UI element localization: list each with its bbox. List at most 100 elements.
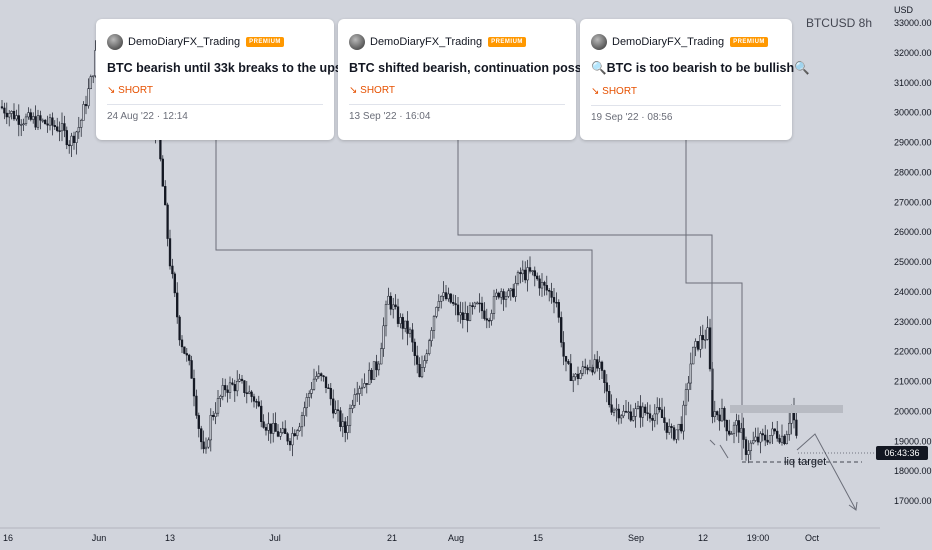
- candle-body: [543, 282, 546, 286]
- candle-body: [58, 130, 61, 132]
- candle-body: [651, 418, 654, 421]
- candle-body: [555, 301, 558, 304]
- small-arrow: [709, 439, 716, 446]
- idea-card-1[interactable]: DemoDiaryFX_Trading PREMIUM BTC bearish …: [96, 19, 360, 140]
- card-divider: [107, 104, 323, 105]
- price-axis-label: 22000.00: [894, 347, 932, 357]
- candle-body: [581, 366, 584, 374]
- author-avatar[interactable]: [349, 34, 365, 50]
- author-avatar[interactable]: [107, 34, 123, 50]
- candle-body: [312, 378, 316, 390]
- candle-body: [418, 364, 421, 378]
- author-name[interactable]: DemoDiaryFX_Trading: [612, 36, 725, 48]
- candle-body: [341, 421, 344, 427]
- candle-body: [538, 278, 541, 289]
- candle-body: [372, 361, 376, 380]
- candle-body: [180, 339, 184, 348]
- candle-body: [197, 415, 200, 429]
- candle-body: [713, 411, 716, 418]
- candle-body: [531, 270, 534, 272]
- candle-body: [728, 430, 731, 435]
- candle-body: [396, 306, 400, 324]
- candle-body: [502, 291, 505, 300]
- candle-body: [480, 302, 484, 312]
- candle-body: [466, 313, 469, 321]
- candle-body: [368, 369, 371, 385]
- candle-body: [545, 285, 548, 291]
- candle-body: [327, 387, 330, 389]
- time-axis-label: 16: [3, 533, 13, 543]
- candle-body: [548, 290, 551, 292]
- candle-body: [756, 436, 760, 443]
- candle-body: [579, 373, 582, 379]
- candle-body: [178, 316, 181, 341]
- candle-body: [358, 388, 361, 394]
- candle-body: [430, 330, 433, 342]
- candle-body: [444, 292, 448, 300]
- candle-body: [754, 436, 757, 441]
- idea-title[interactable]: BTC bearish until 33k breaks to the upsi…: [107, 61, 360, 75]
- author-avatar[interactable]: [591, 34, 607, 50]
- liq-target-label: liq target: [784, 456, 827, 468]
- candle-body: [200, 428, 203, 443]
- candle-body: [70, 135, 73, 146]
- candle-body: [764, 434, 767, 441]
- candle-body: [507, 290, 510, 297]
- candle-body: [730, 433, 733, 435]
- idea-card-2[interactable]: DemoDiaryFX_Trading PREMIUM BTC shifted …: [338, 19, 604, 140]
- candle-body: [476, 302, 479, 305]
- candle-body: [320, 373, 323, 377]
- candle-body: [624, 410, 628, 413]
- candle-body: [742, 428, 745, 440]
- candle-body: [468, 305, 472, 321]
- candle-body: [224, 385, 227, 391]
- candle-body: [416, 355, 419, 365]
- candle-body: [776, 430, 779, 439]
- author-name[interactable]: DemoDiaryFX_Trading: [370, 36, 483, 48]
- candle-body: [293, 433, 296, 437]
- candle-body: [778, 438, 781, 443]
- time-axis-label: 15: [533, 533, 543, 543]
- idea-3-connector: [685, 140, 743, 460]
- candle-body: [454, 303, 457, 306]
- price-axis-label: 17000.00: [894, 496, 932, 506]
- candle-body: [77, 127, 80, 133]
- candle-body: [159, 137, 162, 160]
- candle-body: [44, 119, 47, 125]
- candle-body: [161, 158, 164, 187]
- candle-body: [665, 422, 668, 433]
- candle-body: [704, 339, 707, 341]
- idea-title[interactable]: 🔍BTC is too bearish to be bullish🔍: [591, 61, 810, 75]
- candle-body: [569, 363, 572, 381]
- price-axis-label: 28000.00: [894, 167, 932, 177]
- candle-body: [425, 353, 428, 361]
- price-axis-label: 27000.00: [894, 197, 932, 207]
- candle-body: [632, 416, 635, 421]
- candle-body: [207, 439, 210, 448]
- candle-body: [612, 409, 616, 413]
- card-divider: [349, 104, 565, 105]
- candle-body: [564, 356, 568, 362]
- candle-body: [24, 116, 28, 125]
- candle-body: [281, 428, 284, 433]
- idea-date: 19 Sep '22 · 08:56: [591, 112, 673, 123]
- idea-card-3[interactable]: DemoDiaryFX_Trading PREMIUM 🔍BTC is too …: [580, 19, 810, 140]
- card-divider: [591, 105, 781, 106]
- candle-body: [464, 313, 467, 320]
- candle-body: [716, 411, 719, 416]
- candle-body: [744, 439, 748, 455]
- candle-body: [173, 273, 176, 294]
- idea-direction: ↘ SHORT: [107, 85, 153, 96]
- candle-body: [202, 441, 205, 450]
- candle-body: [500, 291, 503, 298]
- candle-body: [92, 75, 95, 78]
- candle-body: [620, 415, 623, 419]
- candle-body: [250, 391, 253, 397]
- idea-title[interactable]: BTC shifted bearish, continuation possib…: [349, 61, 604, 75]
- candle-body: [610, 404, 613, 413]
- author-name[interactable]: DemoDiaryFX_Trading: [128, 36, 241, 48]
- candle-body: [459, 312, 462, 316]
- idea-1-connector: [215, 140, 593, 370]
- candle-body: [420, 367, 424, 378]
- candle-body: [310, 389, 313, 394]
